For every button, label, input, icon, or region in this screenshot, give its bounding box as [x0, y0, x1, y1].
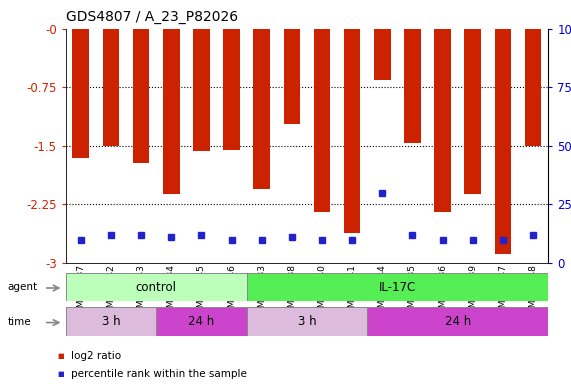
- Text: GDS4807 / A_23_P82026: GDS4807 / A_23_P82026: [66, 10, 238, 23]
- Bar: [133, 29, 150, 163]
- Bar: [494, 29, 511, 254]
- Text: control: control: [136, 281, 176, 293]
- Text: IL-17C: IL-17C: [379, 281, 416, 293]
- Bar: [374, 29, 391, 79]
- Bar: [66, 307, 156, 336]
- Bar: [223, 29, 240, 150]
- Bar: [404, 29, 421, 143]
- Text: 24 h: 24 h: [445, 315, 471, 328]
- Bar: [344, 29, 360, 233]
- Text: ■: ■: [57, 353, 64, 359]
- Text: log2 ratio: log2 ratio: [71, 351, 122, 361]
- Text: time: time: [7, 317, 31, 327]
- Text: 3 h: 3 h: [102, 315, 120, 328]
- Text: ■: ■: [57, 371, 64, 377]
- Bar: [367, 307, 548, 336]
- Bar: [525, 29, 541, 146]
- Bar: [247, 273, 548, 301]
- Bar: [193, 29, 210, 151]
- Bar: [254, 29, 270, 189]
- Text: 3 h: 3 h: [297, 315, 316, 328]
- Text: 24 h: 24 h: [188, 315, 215, 328]
- Bar: [247, 307, 367, 336]
- Text: percentile rank within the sample: percentile rank within the sample: [71, 369, 247, 379]
- Bar: [464, 29, 481, 194]
- Bar: [435, 29, 451, 212]
- Bar: [66, 273, 247, 301]
- Bar: [103, 29, 119, 146]
- Text: agent: agent: [7, 282, 38, 292]
- Bar: [156, 307, 247, 336]
- Bar: [73, 29, 89, 157]
- Bar: [284, 29, 300, 124]
- Bar: [163, 29, 179, 194]
- Bar: [313, 29, 330, 212]
